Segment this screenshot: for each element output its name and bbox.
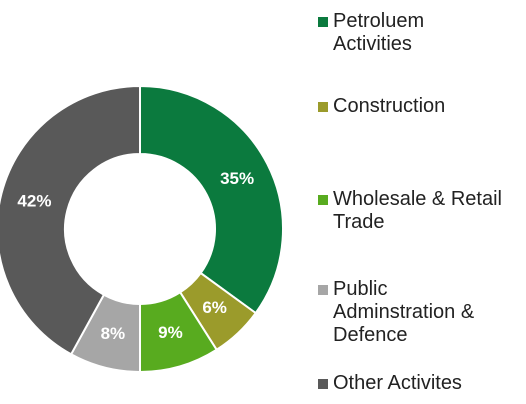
data-label: 8% [101, 324, 126, 343]
legend-swatch [318, 379, 328, 389]
legend-item: Wholesale & Retail Trade [318, 188, 508, 234]
legend-label: Other Activites [333, 372, 462, 394]
legend-item: Public Adminstration & Defence [318, 278, 508, 347]
data-label: 9% [158, 323, 183, 342]
slice [139, 84, 284, 315]
legend-swatch [318, 102, 328, 112]
legend-item: Petroluem Activities [318, 10, 508, 56]
legend-label: Public Adminstration & Defence [333, 278, 475, 346]
legend-item: Other Activites [318, 372, 508, 395]
legend-swatch [318, 285, 328, 295]
legend-label: Wholesale & Retail Trade [333, 188, 502, 233]
legend-item: Construction [318, 95, 508, 118]
data-label: 6% [202, 298, 227, 317]
legend-swatch [318, 17, 328, 27]
data-label: 35% [220, 169, 254, 188]
data-label: 42% [17, 191, 51, 210]
slice [0, 84, 141, 356]
legend-swatch [318, 195, 328, 205]
legend-label: Petroluem Activities [333, 10, 425, 55]
legend-label: Construction [333, 95, 446, 117]
